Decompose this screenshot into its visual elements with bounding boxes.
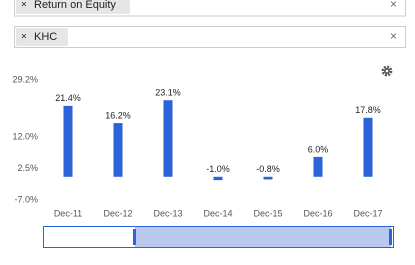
ticker-chip (16, 28, 68, 46)
metric-chip (16, 0, 130, 14)
x-tick-label: Dec-17 (353, 208, 382, 218)
data-label: -1.0% (206, 164, 230, 174)
navigator (43, 226, 394, 248)
ticker-label: KHC (34, 31, 57, 43)
clear-icon[interactable]: × (390, 0, 397, 11)
data-label: 23.1% (155, 88, 181, 98)
x-tick-label: Dec-11 (54, 208, 82, 218)
bar (113, 123, 123, 177)
settings-icon[interactable] (381, 65, 393, 77)
filter-bar: × Return on Equity × × KHC × (14, 0, 406, 48)
bar (263, 176, 273, 180)
y-tick-label: 2.5% (17, 163, 38, 173)
chart: 29.2% 12.0% 2.5% -7.0% Dec-11 21.4% Dec-12 16.2… (12, 74, 382, 218)
navigator-handle[interactable] (133, 229, 136, 245)
remove-icon[interactable]: × (21, 0, 27, 11)
data-label: 16.2% (105, 110, 131, 120)
data-label: 6.0% (308, 144, 329, 154)
x-tick-label: Dec-13 (153, 208, 182, 218)
y-tick-label: 29.2% (12, 74, 38, 84)
clear-icon[interactable]: × (390, 29, 397, 43)
navigator-selection[interactable] (135, 227, 391, 247)
navigator-handle[interactable] (389, 229, 392, 245)
x-tick-label: Dec-15 (253, 208, 282, 218)
ticker-input[interactable] (14, 26, 406, 48)
bar (363, 117, 373, 177)
metric-label: Return on Equity (34, 0, 116, 11)
y-tick-label: -7.0% (14, 194, 38, 204)
bar (213, 176, 223, 181)
bar (313, 156, 323, 177)
y-tick-label: 12.0% (12, 131, 38, 141)
data-label: -0.8% (256, 164, 280, 174)
x-tick-label: Dec-14 (203, 208, 232, 218)
bar (163, 100, 173, 177)
x-tick-label: Dec-12 (103, 208, 132, 218)
remove-icon[interactable]: × (21, 32, 27, 43)
bar (63, 105, 73, 177)
data-label: 17.8% (355, 105, 381, 115)
x-tick-label: Dec-16 (303, 208, 332, 218)
data-label: 21.4% (55, 93, 81, 103)
